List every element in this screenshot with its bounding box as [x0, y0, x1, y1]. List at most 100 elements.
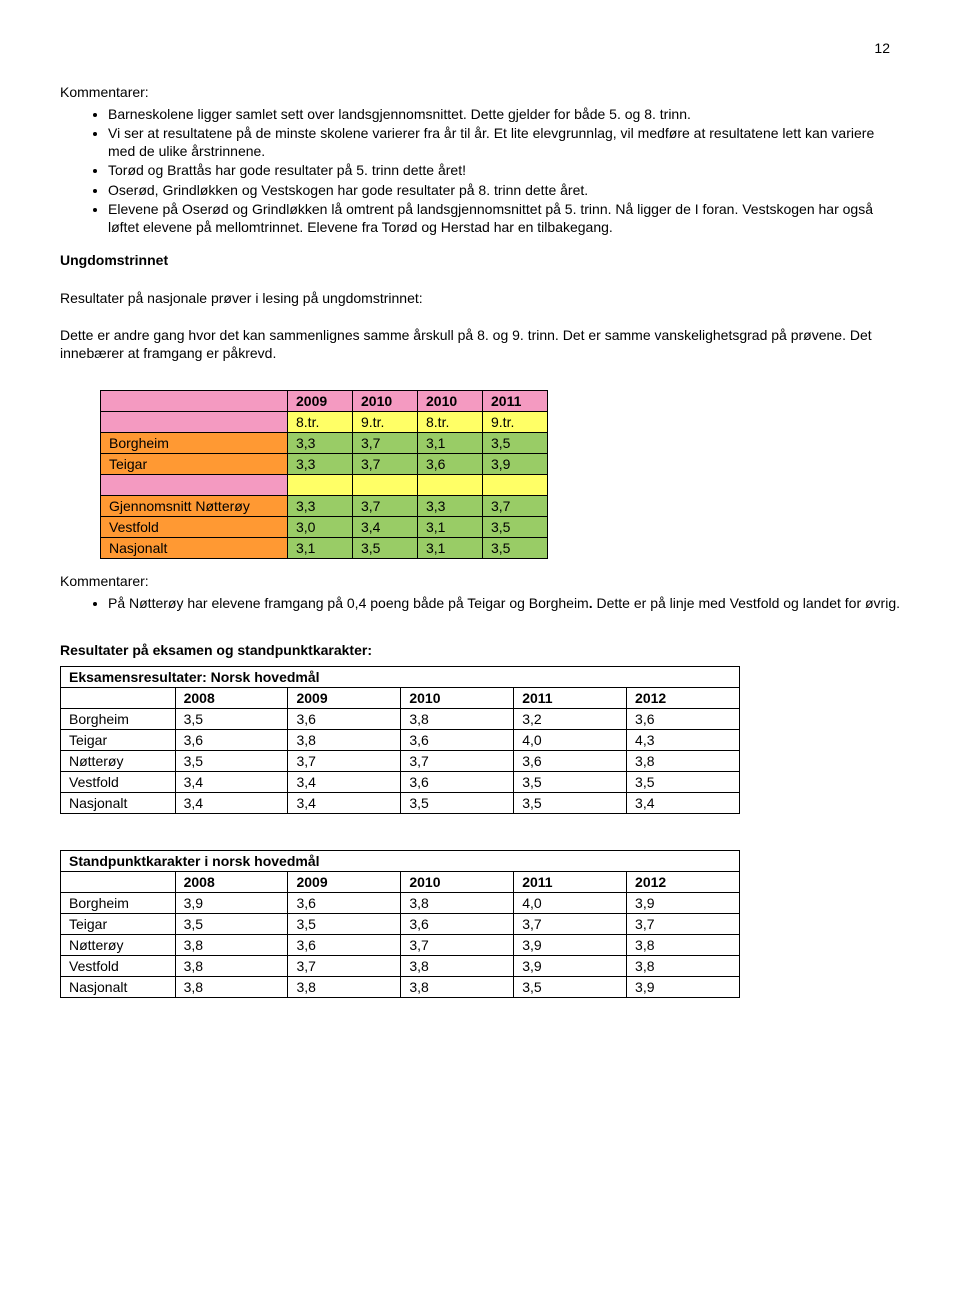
cell-value: 3,4 — [288, 792, 401, 813]
cell-value: 3,8 — [175, 955, 288, 976]
ungdom-intro: Resultater på nasjonale prøver i lesing … — [60, 290, 900, 308]
cell-value: 3,8 — [401, 892, 514, 913]
cell-value: 3,8 — [175, 976, 288, 997]
row-label: Nøtterøy — [61, 750, 176, 771]
row-label: Borgheim — [101, 433, 288, 454]
cell-blank — [61, 871, 176, 892]
year-header: 2009 — [288, 871, 401, 892]
cell-value: 3,2 — [514, 708, 627, 729]
bullet-text-suffix: Dette er på linje med Vestfold og landet… — [593, 595, 900, 611]
table-title-row: Standpunktkarakter i norsk hovedmål — [61, 850, 740, 871]
cell-value: 3,5 — [401, 792, 514, 813]
cell-value: 3,5 — [514, 792, 627, 813]
list-item: På Nøtterøy har elevene framgang på 0,4 … — [108, 595, 900, 613]
table-row: Borgheim 3,9 3,6 3,8 4,0 3,9 — [61, 892, 740, 913]
table-row: 2008 2009 2010 2011 2012 — [61, 687, 740, 708]
trinn-header: 9.tr. — [353, 412, 418, 433]
cell-value: 3,8 — [627, 934, 740, 955]
cell-value: 3,5 — [627, 771, 740, 792]
year-header: 2009 — [288, 391, 353, 412]
cell-value: 3,6 — [418, 454, 483, 475]
cell-value: 3,7 — [483, 496, 548, 517]
year-header: 2008 — [175, 871, 288, 892]
table-title: Eksamensresultater: Norsk hovedmål — [61, 666, 740, 687]
cell-value: 3,7 — [514, 913, 627, 934]
table-row: Nasjonalt 3,1 3,5 3,1 3,5 — [101, 538, 548, 559]
cell-value: 3,4 — [627, 792, 740, 813]
cell-value: 3,1 — [288, 538, 353, 559]
cell-value: 3,3 — [288, 454, 353, 475]
row-label: Nøtterøy — [61, 934, 176, 955]
cell-value: 3,6 — [627, 708, 740, 729]
table-row: Teigar 3,3 3,7 3,6 3,9 — [101, 454, 548, 475]
row-label: Vestfold — [61, 955, 176, 976]
standpunkt-table: Standpunktkarakter i norsk hovedmål 2008… — [60, 850, 740, 998]
table-row: Nøtterøy 3,8 3,6 3,7 3,9 3,8 — [61, 934, 740, 955]
cell-value: 3,7 — [353, 496, 418, 517]
cell-value: 3,6 — [175, 729, 288, 750]
cell-value: 3,5 — [514, 771, 627, 792]
cell-value: 3,6 — [288, 892, 401, 913]
cell-value: 3,7 — [288, 750, 401, 771]
cell-blank — [61, 687, 176, 708]
list-item: Elevene på Oserød og Grindløkken lå omtr… — [108, 201, 900, 236]
row-label: Teigar — [61, 913, 176, 934]
table-row: Nøtterøy 3,5 3,7 3,7 3,6 3,8 — [61, 750, 740, 771]
table-row-spacer — [101, 475, 548, 496]
cell-value: 3,7 — [353, 454, 418, 475]
table-row: Vestfold 3,8 3,7 3,8 3,9 3,8 — [61, 955, 740, 976]
cell-value: 3,9 — [627, 976, 740, 997]
trinn-header: 8.tr. — [418, 412, 483, 433]
row-label: Gjennomsnitt Nøtterøy — [101, 496, 288, 517]
cell-value: 3,5 — [353, 538, 418, 559]
cell-value: 3,4 — [175, 792, 288, 813]
kommentarer-heading-2: Kommentarer: — [60, 573, 900, 591]
cell-value: 3,4 — [353, 517, 418, 538]
trinn-header: 8.tr. — [288, 412, 353, 433]
cell-value: 3,0 — [288, 517, 353, 538]
ungdom-heading: Ungdomstrinnet — [60, 252, 900, 270]
cell-value: 3,6 — [514, 750, 627, 771]
cell-value: 3,6 — [401, 913, 514, 934]
cell-blank — [483, 475, 548, 496]
table-row: Teigar 3,6 3,8 3,6 4,0 4,3 — [61, 729, 740, 750]
cell-value: 3,5 — [288, 913, 401, 934]
cell-value: 3,5 — [483, 517, 548, 538]
ungdom-paragraph: Dette er andre gang hvor det kan sammenl… — [60, 327, 900, 362]
year-header: 2010 — [353, 391, 418, 412]
cell-value: 3,3 — [418, 496, 483, 517]
year-header: 2011 — [483, 391, 548, 412]
table-row: Vestfold 3,4 3,4 3,6 3,5 3,5 — [61, 771, 740, 792]
cell-value: 3,9 — [514, 934, 627, 955]
cell-value: 3,9 — [483, 454, 548, 475]
cell-value: 3,1 — [418, 517, 483, 538]
cell-value: 3,6 — [288, 708, 401, 729]
row-label: Vestfold — [61, 771, 176, 792]
cell-value: 3,5 — [514, 976, 627, 997]
table-row: 2009 2010 2010 2011 — [101, 391, 548, 412]
cell-value: 3,3 — [288, 496, 353, 517]
row-label: Nasjonalt — [61, 792, 176, 813]
cell-value: 3,8 — [288, 729, 401, 750]
results-table-ungdom: 2009 2010 2010 2011 8.tr. 9.tr. 8.tr. 9.… — [100, 390, 548, 559]
year-header: 2011 — [514, 687, 627, 708]
cell-value: 3,5 — [175, 913, 288, 934]
cell-value: 3,5 — [175, 708, 288, 729]
top-bullet-list: Barneskolene ligger samlet sett over lan… — [60, 106, 900, 237]
cell-value: 3,4 — [288, 771, 401, 792]
row-label: Nasjonalt — [101, 538, 288, 559]
row-label: Borgheim — [61, 892, 176, 913]
cell-value: 3,9 — [175, 892, 288, 913]
cell-value: 3,8 — [175, 934, 288, 955]
cell-value: 3,8 — [401, 708, 514, 729]
row-label: Teigar — [101, 454, 288, 475]
cell-value: 3,6 — [401, 771, 514, 792]
cell-value: 3,9 — [514, 955, 627, 976]
row-label: Teigar — [61, 729, 176, 750]
cell-value: 3,7 — [401, 750, 514, 771]
table-row: Teigar 3,5 3,5 3,6 3,7 3,7 — [61, 913, 740, 934]
table-row: Nasjonalt 3,8 3,8 3,8 3,5 3,9 — [61, 976, 740, 997]
table-row: Borgheim 3,3 3,7 3,1 3,5 — [101, 433, 548, 454]
row-label: Borgheim — [61, 708, 176, 729]
table-title-row: Eksamensresultater: Norsk hovedmål — [61, 666, 740, 687]
